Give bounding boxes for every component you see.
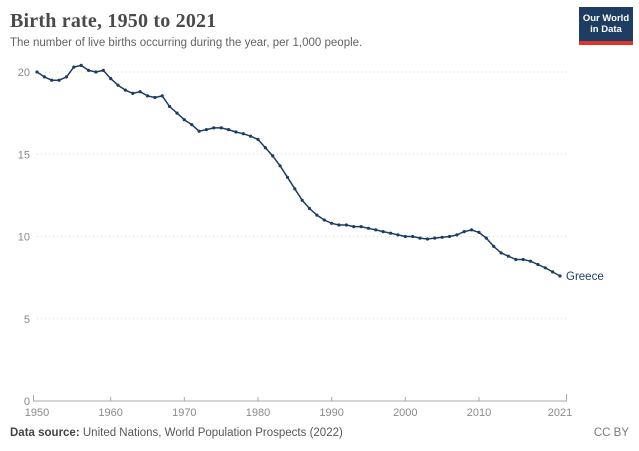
series-line[interactable] (36, 64, 561, 277)
svg-text:2021: 2021 (548, 407, 572, 419)
owid-logo-line2: in Data (590, 24, 622, 35)
data-source-prefix: Data source: (10, 427, 80, 439)
data-source: Data source: United Nations, World Popul… (10, 427, 343, 439)
page-subtitle: The number of live births occurring duri… (10, 37, 363, 49)
y-axis-labels: 0 5 10 15 20 (18, 67, 30, 408)
svg-text:0: 0 (24, 396, 30, 408)
svg-text:2010: 2010 (467, 407, 491, 419)
svg-text:10: 10 (18, 232, 30, 244)
owid-logo[interactable]: Our World in Data (579, 7, 633, 45)
owid-logo-line1: Our World (582, 13, 630, 24)
svg-text:15: 15 (18, 149, 30, 161)
x-axis-labels: 1950 1960 1970 1980 1990 2000 2010 2021 (25, 407, 572, 419)
svg-text:1990: 1990 (319, 407, 343, 419)
svg-text:5: 5 (24, 314, 30, 326)
svg-text:1960: 1960 (98, 407, 122, 419)
line-chart[interactable]: 0 5 10 15 20 1950 1960 1970 1980 1990 2000 2010 2021… (0, 57, 639, 425)
svg-text:20: 20 (18, 67, 30, 79)
license-link[interactable]: CC BY (593, 427, 629, 439)
data-points (35, 63, 562, 278)
y-gridlines (37, 71, 566, 320)
page-title: Birth rate, 1950 to 2021 (10, 10, 217, 32)
svg-text:1970: 1970 (172, 407, 196, 419)
footer: Data source: United Nations, World Popul… (10, 427, 629, 443)
data-source-text: United Nations, World Population Prospec… (79, 427, 343, 439)
svg-text:Greece: Greece (566, 271, 604, 283)
chart-area[interactable]: 0 5 10 15 20 1950 1960 1970 1980 1990 2000 2010 2021… (0, 57, 639, 425)
svg-text:2000: 2000 (393, 407, 417, 419)
series-end-label: Greece (566, 271, 604, 283)
svg-text:1980: 1980 (246, 407, 270, 419)
svg-text:1950: 1950 (25, 407, 49, 419)
x-axis (33, 394, 567, 402)
